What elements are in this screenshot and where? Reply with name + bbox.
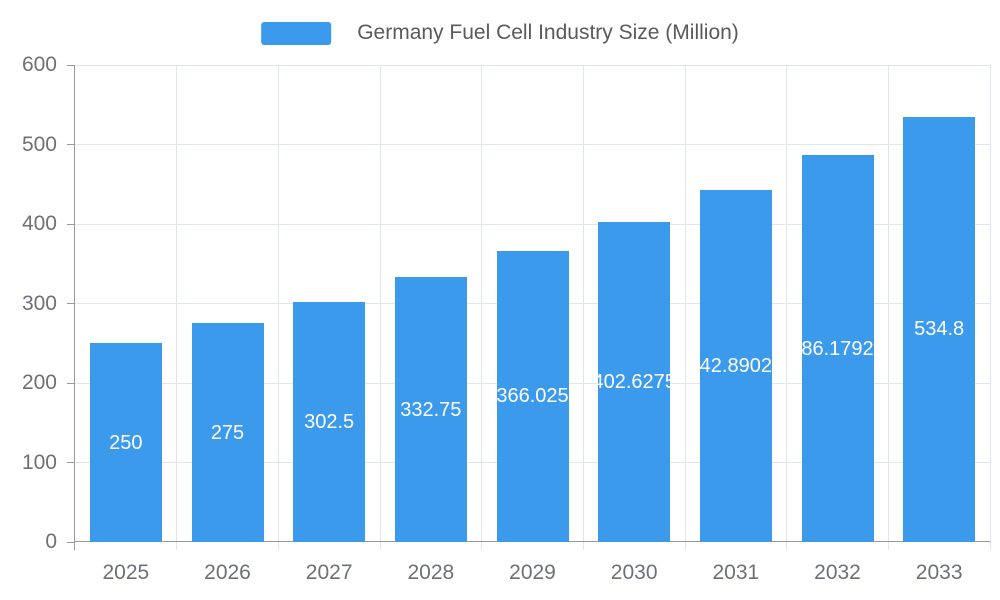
bar-2031[interactable]: 442.89025 [699, 189, 772, 542]
legend-swatch [261, 21, 332, 45]
bar-2028[interactable]: 332.75 [394, 277, 467, 542]
y-axis-label-300: 300 [21, 291, 57, 315]
gridline-vertical [481, 65, 483, 542]
y-axis-line [74, 65, 75, 550]
x-axis-tick [989, 542, 991, 550]
bar-value-label: 366.025 [496, 385, 569, 408]
gridline-vertical [989, 65, 991, 542]
legend-label: Germany Fuel Cell Industry Size (Million… [357, 21, 739, 44]
x-axis-tick [786, 542, 788, 550]
gridline-vertical [887, 65, 889, 542]
x-axis-label-2030: 2030 [610, 561, 658, 584]
y-axis-tick [67, 64, 75, 66]
bar-2029[interactable]: 366.025 [496, 251, 569, 542]
bar-2027[interactable]: 302.5 [293, 301, 366, 542]
y-axis-tick [67, 303, 75, 304]
gridline-horizontal [75, 223, 990, 225]
x-axis-label-2026: 2026 [204, 561, 251, 584]
bar-2025[interactable]: 250 [89, 343, 162, 542]
x-axis-label-2031: 2031 [712, 561, 760, 584]
bar-value-label: 534.8 [914, 318, 965, 341]
y-axis-tick [67, 541, 75, 543]
gridline-horizontal [75, 64, 990, 66]
x-axis-label-2029: 2029 [509, 561, 556, 584]
legend-item[interactable]: Germany Fuel Cell Industry Size (Million… [261, 21, 739, 45]
y-axis-tick [67, 223, 75, 225]
gridline-vertical [684, 65, 686, 542]
bar-value-label: 250 [109, 431, 143, 454]
bar-2026[interactable]: 275 [191, 323, 264, 542]
gridline-vertical [582, 65, 584, 542]
x-axis-tick [887, 542, 889, 550]
x-axis-tick [176, 542, 178, 550]
y-axis-tick [67, 144, 75, 145]
y-axis-tick [67, 382, 75, 384]
x-axis-label-2027: 2027 [305, 561, 353, 584]
y-axis-label-0: 0 [45, 530, 57, 553]
x-axis-tick [684, 542, 686, 550]
y-axis-label-500: 500 [21, 132, 57, 156]
y-axis-label-200: 200 [21, 371, 57, 394]
bar-2032[interactable]: 486.17927 [801, 155, 874, 542]
x-axis-label-2032: 2032 [814, 561, 861, 584]
x-axis-label-2025: 2025 [102, 561, 150, 584]
gridline-vertical [277, 65, 279, 542]
gridline-vertical [786, 65, 788, 542]
x-axis-tick [481, 542, 483, 550]
x-axis-label-2028: 2028 [407, 561, 455, 584]
bar-2033[interactable]: 534.8 [903, 116, 976, 542]
bar-value-label: 486.17927 [801, 337, 874, 360]
bar-value-label: 402.6275 [598, 370, 670, 393]
x-axis-tick [277, 542, 279, 550]
y-axis-label-100: 100 [21, 450, 57, 474]
y-axis-tick [67, 462, 75, 463]
bar-value-label: 302.5 [304, 410, 355, 433]
x-axis-tick [582, 542, 584, 550]
y-axis-label-600: 600 [21, 53, 57, 76]
bar-value-label: 332.75 [400, 398, 462, 421]
bar-value-label: 442.89025 [699, 354, 772, 377]
y-axis-label-400: 400 [21, 212, 57, 235]
bar-value-label: 275 [210, 421, 245, 444]
gridline-vertical [176, 65, 178, 542]
bar-2030[interactable]: 402.6275 [598, 221, 671, 542]
x-axis-tick [379, 542, 381, 550]
gridline-vertical [379, 65, 381, 542]
x-axis-label-2033: 2033 [915, 561, 963, 584]
gridline-horizontal [75, 144, 990, 145]
